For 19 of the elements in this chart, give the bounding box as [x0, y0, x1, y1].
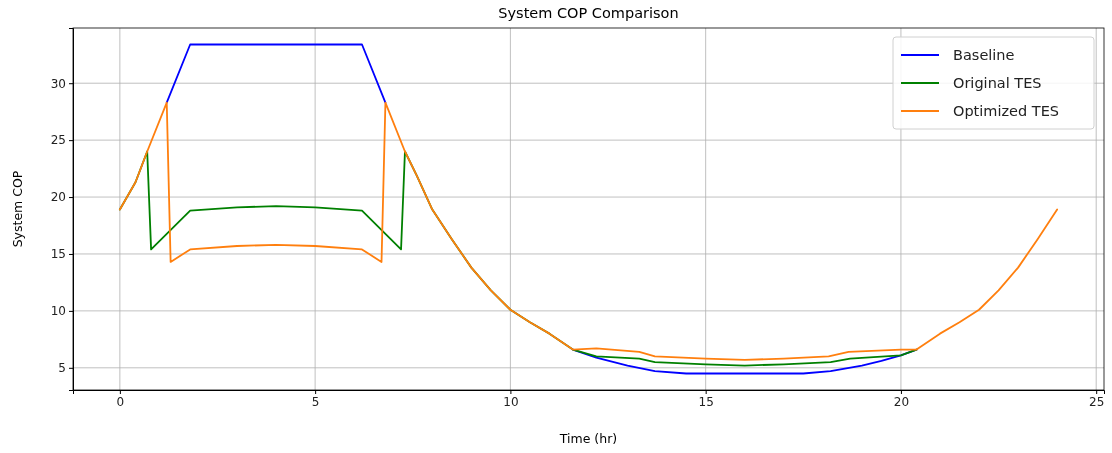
y-tick-label: 10	[50, 304, 66, 319]
y-tick-label: 15	[50, 247, 66, 262]
legend-label: Optimized TES	[953, 103, 1060, 119]
x-tick-label: 15	[698, 394, 714, 409]
x-tick-label: 10	[503, 394, 519, 409]
chart-title: System COP Comparison	[498, 5, 679, 21]
x-tick-label: 25	[1089, 394, 1105, 409]
x-tick-label: 5	[311, 394, 320, 409]
legend-label: Baseline	[953, 47, 1015, 63]
legend-label: Original TES	[953, 75, 1042, 91]
y-tick-label: 30	[50, 76, 66, 91]
y-tick-label: 5	[58, 361, 66, 376]
y-axis-title: System COP	[10, 170, 25, 248]
y-tick-label: 20	[50, 190, 66, 205]
x-tick-label: 0	[116, 394, 125, 409]
x-tick-label: 20	[893, 394, 910, 409]
x-axis-title: Time (hr)	[558, 431, 618, 446]
line-series	[118, 101, 1059, 361]
y-tick-label: 25	[50, 133, 66, 148]
